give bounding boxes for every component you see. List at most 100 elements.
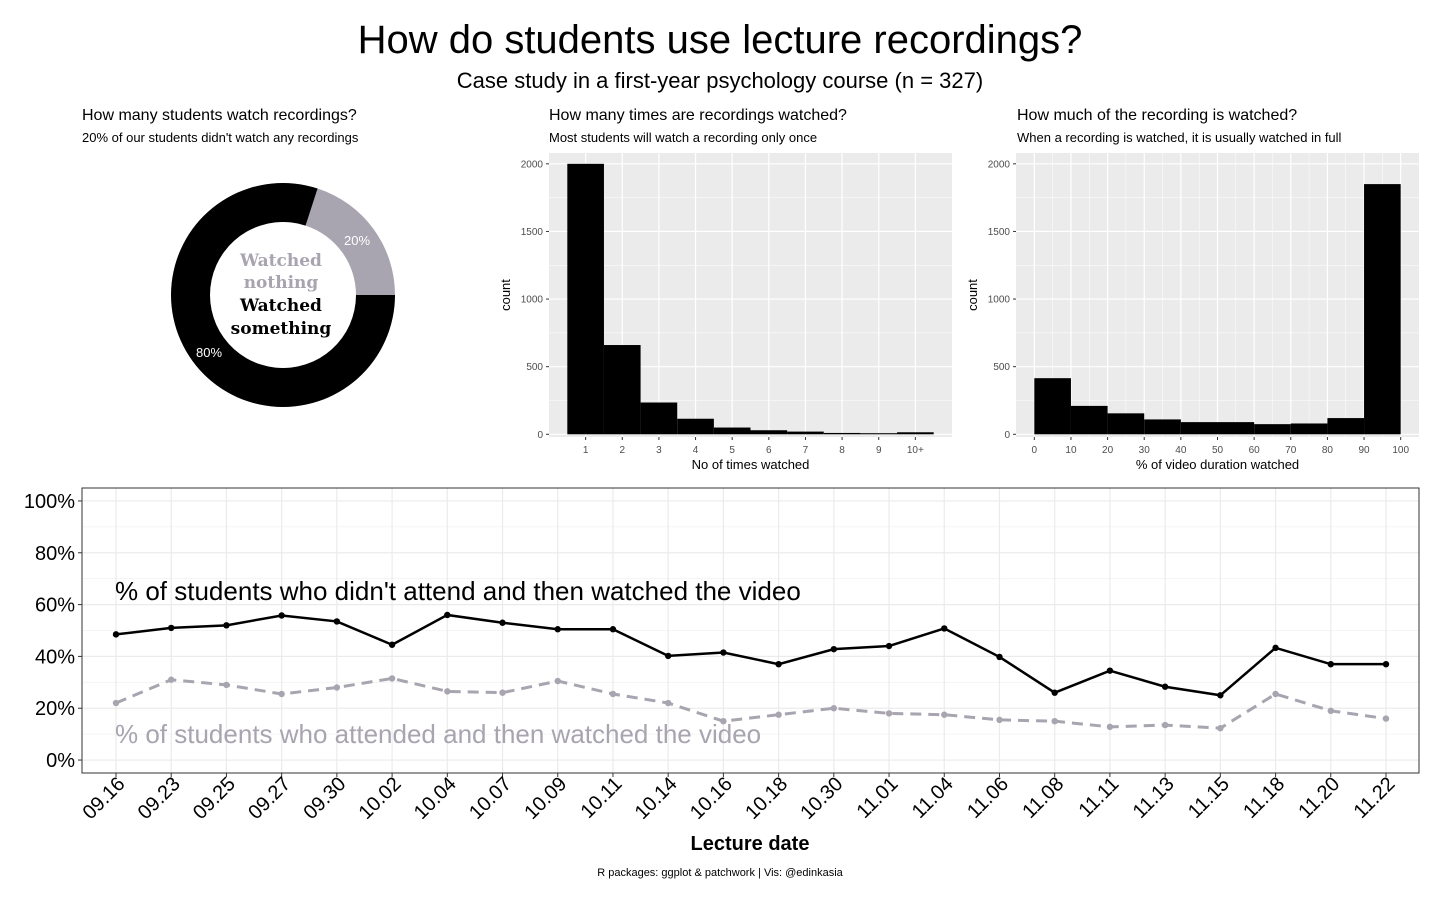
x-tick-label: 09.27 <box>244 773 295 824</box>
x-tick-label: 5 <box>729 445 735 456</box>
donut-center-label: Watched <box>239 296 322 316</box>
data-point <box>996 653 1003 661</box>
bar <box>897 432 934 435</box>
x-tick-label: 9 <box>876 445 882 456</box>
main-title: How do students use lecture recordings? <box>357 18 1083 62</box>
data-point <box>885 642 893 650</box>
data-point <box>223 622 230 629</box>
duration-subtitle: When a recording is watched, it is usual… <box>1017 130 1342 145</box>
data-point <box>1382 715 1390 722</box>
x-tick-label: 40 <box>1175 445 1187 456</box>
data-point <box>499 619 506 626</box>
data-point <box>1382 660 1390 668</box>
x-tick-label: 10 <box>1065 445 1077 456</box>
data-point <box>1106 667 1114 674</box>
duration-title: How much of the recording is watched? <box>1017 107 1298 124</box>
slice-label: 20% <box>344 233 370 248</box>
data-point <box>223 681 230 689</box>
x-tick-label: 70 <box>1285 445 1297 456</box>
y-tick-label: 1000 <box>521 295 544 306</box>
x-tick-label: 10.16 <box>686 773 737 824</box>
data-point <box>554 626 561 633</box>
data-point <box>1106 723 1114 731</box>
data-point <box>112 631 120 638</box>
data-point <box>168 676 175 683</box>
x-tick-label: 10.04 <box>410 773 461 824</box>
data-point <box>388 641 396 648</box>
x-tick-label: 100 <box>1392 445 1409 456</box>
y-tick-label: 20% <box>35 698 75 720</box>
data-point <box>444 611 451 619</box>
plot-border <box>81 487 1420 774</box>
x-tick-label: 8 <box>839 445 845 456</box>
donut-center-label: Watched <box>239 251 322 271</box>
x-tick-label: 1 <box>583 445 589 456</box>
data-point <box>278 612 285 619</box>
y-tick-label: 0 <box>537 430 543 441</box>
data-point <box>664 652 672 660</box>
data-point <box>278 690 285 698</box>
y-tick-label: 60% <box>35 595 75 617</box>
x-tick-label: 11.20 <box>1294 773 1344 823</box>
data-point <box>664 699 672 707</box>
x-tick-label: 90 <box>1358 445 1370 456</box>
data-point <box>112 699 120 707</box>
data-point <box>996 716 1003 724</box>
x-tick-label: 11.06 <box>963 773 1013 823</box>
data-point <box>885 710 893 717</box>
data-point <box>720 649 727 656</box>
y-tick-label: 80% <box>35 543 75 565</box>
bar <box>1364 184 1401 435</box>
data-point <box>830 645 838 653</box>
times-title: How many times are recordings watched? <box>549 107 847 124</box>
data-point <box>444 688 451 695</box>
donut-subtitle: 20% of our students didn't watch any rec… <box>82 130 359 145</box>
x-tick-label: 10.14 <box>631 773 682 824</box>
x-tick-label: 60 <box>1249 445 1261 456</box>
x-tick-label: 3 <box>656 445 662 456</box>
bar <box>713 427 751 435</box>
series-line <box>115 613 1386 697</box>
x-tick-label: 11.22 <box>1350 773 1400 823</box>
x-tick-label: 10.30 <box>796 773 847 824</box>
donut-slice <box>170 182 395 407</box>
bar <box>1254 424 1291 435</box>
donut-center-label: something <box>231 319 332 339</box>
data-point <box>1272 644 1279 652</box>
y-tick-label: 100% <box>24 491 75 513</box>
data-point <box>1327 707 1334 715</box>
x-tick-label: 10.09 <box>520 773 571 824</box>
x-tick-label: 10+ <box>907 445 924 456</box>
x-tick-label: 11.08 <box>1018 773 1068 823</box>
data-point <box>941 711 948 718</box>
x-tick-label: 10.18 <box>741 773 792 824</box>
y-tick-label: 40% <box>35 646 75 668</box>
data-point <box>333 684 341 691</box>
x-tick-label: 2 <box>619 445 625 456</box>
y-tick-label: 500 <box>526 362 543 373</box>
bar <box>1180 422 1218 435</box>
y-tick-label: 1500 <box>988 227 1011 238</box>
main-subtitle: Case study in a first-year psychology co… <box>456 68 984 93</box>
x-tick-label: 11.18 <box>1239 773 1289 823</box>
y-tick-label: 1500 <box>521 227 544 238</box>
bar <box>1070 405 1108 435</box>
x-tick-label: 09.25 <box>189 773 240 824</box>
x-tick-label: 09.30 <box>299 773 350 824</box>
data-point <box>1051 689 1058 696</box>
y-tick-label: 2000 <box>521 159 544 170</box>
series-line <box>115 676 1387 730</box>
data-point <box>1161 721 1169 729</box>
data-point <box>1327 660 1334 668</box>
x-tick-label: 30 <box>1139 445 1151 456</box>
y-tick-label: 500 <box>993 362 1010 373</box>
bar <box>567 163 604 435</box>
data-point <box>333 618 341 625</box>
x-tick-label: 09.23 <box>134 773 185 824</box>
data-point <box>775 711 782 718</box>
x-tick-label: 4 <box>693 445 699 456</box>
caption: R packages: ggplot & patchwork | Vis: @e… <box>597 867 843 879</box>
bar <box>640 402 678 435</box>
x-axis-label: % of video duration watched <box>1136 457 1299 472</box>
